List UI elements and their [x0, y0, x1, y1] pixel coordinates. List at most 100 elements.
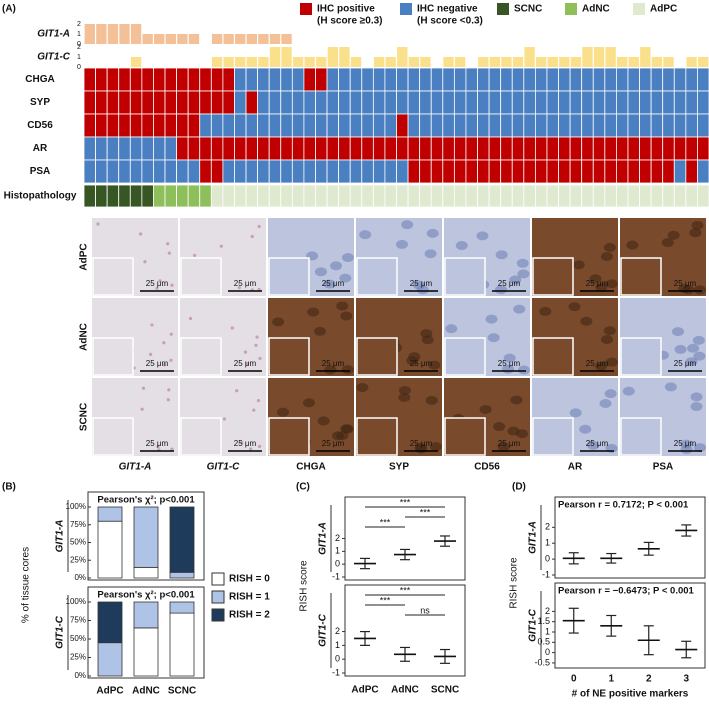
ihc-cell [430, 67, 444, 92]
x-tick-label: 3 [683, 674, 689, 685]
texture [340, 311, 353, 321]
y-tick-label: 75% [70, 520, 86, 529]
score-bar [316, 57, 327, 67]
ihc-cell [592, 159, 606, 184]
x-tick-label: AdPC [351, 685, 378, 696]
texture [661, 238, 674, 248]
ihc-cell [558, 113, 571, 138]
row-label: SYP [30, 97, 50, 108]
ihc-cell [569, 90, 583, 115]
ihc-cell [257, 113, 270, 138]
score-bar [547, 57, 558, 67]
texture [664, 382, 677, 392]
histology-cell [199, 184, 212, 208]
texture [219, 244, 223, 248]
ihc-cell [442, 136, 455, 161]
scale-label: 25 μm [674, 279, 697, 288]
scale-label: 25 μm [410, 359, 433, 368]
annotation: Pearson's χ²; p<0.001 [97, 495, 195, 506]
ihc-cell [257, 159, 270, 184]
inset [532, 257, 574, 296]
ihc-cell [129, 113, 143, 138]
ihc-cell [511, 90, 525, 115]
texture [674, 344, 687, 354]
texture [426, 228, 439, 238]
ihc-cell [257, 90, 270, 115]
ihc-cell [616, 67, 629, 92]
y-tick-label: 1.5 [537, 616, 550, 626]
texture [605, 357, 618, 367]
score-bar [582, 47, 593, 67]
ihc-cell [592, 136, 606, 161]
ihc-cell [106, 136, 120, 161]
ihc-cell [164, 159, 177, 184]
texture [517, 269, 530, 279]
score-bar [281, 47, 292, 67]
ihc-cell [523, 67, 536, 92]
texture [277, 407, 290, 417]
ihc-cell [419, 136, 432, 161]
score-bar [281, 34, 292, 44]
ihc-cell [465, 90, 478, 115]
ihc-cell [338, 113, 351, 138]
texture [495, 285, 508, 295]
legend-label: IHC positive [317, 4, 375, 15]
ihc-cell [650, 159, 664, 184]
score-bar [559, 57, 570, 67]
subplot-label: GIT1-A [528, 521, 539, 554]
annotation: Pearson's χ²; p<0.001 [97, 590, 195, 601]
ihc-cell [697, 90, 709, 115]
texture [258, 356, 262, 361]
texture [691, 220, 704, 230]
ihc-cell [187, 113, 201, 138]
texture [255, 335, 259, 339]
ihc-cell [303, 90, 316, 115]
texture [188, 316, 193, 321]
y-tick-label: 100% [66, 502, 86, 511]
y-tick-label: 2 [77, 21, 81, 28]
ihc-cell [396, 136, 409, 161]
ihc-cell [384, 67, 397, 92]
y-tick-label: -1 [332, 571, 340, 581]
histology-cell [315, 184, 328, 208]
texture [510, 395, 523, 405]
ihc-cell [83, 136, 96, 161]
ihc-cell [627, 67, 640, 92]
ihc-cell [453, 113, 467, 138]
y-tick-label: 2 [335, 626, 340, 636]
ihc-cell [95, 159, 108, 184]
ihc-cell [384, 159, 397, 184]
inset [180, 417, 222, 456]
ihc-cell [141, 113, 154, 138]
histology-cell [569, 184, 583, 208]
y-tick-label: 0% [74, 573, 86, 582]
ihc-cell [511, 136, 525, 161]
inset [356, 337, 398, 376]
ihc-cell [118, 90, 131, 115]
ihc-cell [303, 136, 316, 161]
ihc-cell [685, 67, 698, 92]
texture [272, 317, 285, 327]
score-bar [177, 34, 188, 44]
texture [603, 326, 616, 336]
ihc-cell [604, 67, 617, 92]
frame [554, 496, 706, 579]
histology-cell [291, 184, 305, 208]
histology-cell [349, 184, 363, 208]
histology-cell [581, 184, 594, 208]
texture [476, 231, 489, 241]
y-tick-label: -1 [542, 569, 550, 579]
ihc-cell [419, 90, 432, 115]
histology-cell [338, 184, 351, 208]
ihc-cell [673, 90, 687, 115]
inset [356, 257, 398, 296]
ihc-cell [280, 159, 293, 184]
frame [87, 491, 205, 581]
ihc-cell [176, 136, 189, 161]
ihc-cell [291, 136, 305, 161]
histology-cell [106, 184, 120, 208]
scale-label: 25 μm [674, 359, 697, 368]
ihc-cell [95, 113, 108, 138]
texture [398, 392, 411, 402]
significance: *** [400, 585, 411, 595]
